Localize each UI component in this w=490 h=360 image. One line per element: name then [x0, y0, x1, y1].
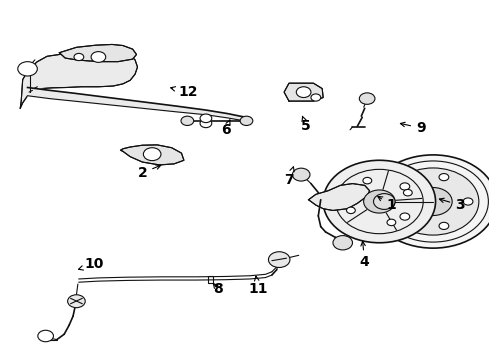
Circle shape: [91, 51, 106, 62]
Circle shape: [373, 194, 395, 210]
Text: 3: 3: [440, 198, 465, 212]
Circle shape: [68, 295, 85, 308]
Circle shape: [144, 148, 161, 161]
Circle shape: [200, 119, 212, 128]
Circle shape: [400, 183, 410, 190]
Circle shape: [364, 190, 395, 213]
Polygon shape: [121, 145, 184, 165]
Circle shape: [363, 177, 372, 184]
Polygon shape: [284, 83, 323, 101]
Circle shape: [269, 252, 290, 267]
Polygon shape: [309, 184, 369, 211]
Circle shape: [439, 174, 449, 181]
Polygon shape: [20, 53, 138, 108]
Circle shape: [400, 213, 410, 220]
Circle shape: [387, 219, 396, 226]
Circle shape: [439, 222, 449, 229]
Text: 12: 12: [171, 85, 197, 99]
Circle shape: [18, 62, 37, 76]
Polygon shape: [59, 44, 137, 62]
Circle shape: [181, 116, 194, 126]
Text: 2: 2: [138, 165, 161, 180]
Text: 7: 7: [284, 167, 294, 187]
Text: 6: 6: [220, 120, 230, 137]
Text: 10: 10: [78, 257, 104, 271]
Circle shape: [388, 168, 479, 235]
Circle shape: [296, 87, 311, 98]
Circle shape: [346, 207, 355, 213]
Circle shape: [369, 155, 490, 248]
Circle shape: [311, 94, 321, 101]
Circle shape: [323, 160, 436, 243]
Circle shape: [240, 116, 253, 126]
Circle shape: [403, 189, 412, 196]
Circle shape: [414, 188, 452, 216]
Circle shape: [359, 93, 375, 104]
Text: 9: 9: [400, 121, 426, 135]
Circle shape: [463, 198, 473, 205]
Text: 11: 11: [248, 276, 268, 296]
Circle shape: [74, 53, 84, 60]
Circle shape: [38, 330, 53, 342]
Text: 8: 8: [213, 282, 223, 296]
Circle shape: [333, 235, 352, 250]
Text: 1: 1: [378, 197, 396, 212]
Circle shape: [200, 114, 212, 123]
Polygon shape: [27, 87, 250, 122]
Circle shape: [293, 168, 310, 181]
Text: 4: 4: [360, 241, 369, 270]
Text: 5: 5: [301, 116, 311, 133]
